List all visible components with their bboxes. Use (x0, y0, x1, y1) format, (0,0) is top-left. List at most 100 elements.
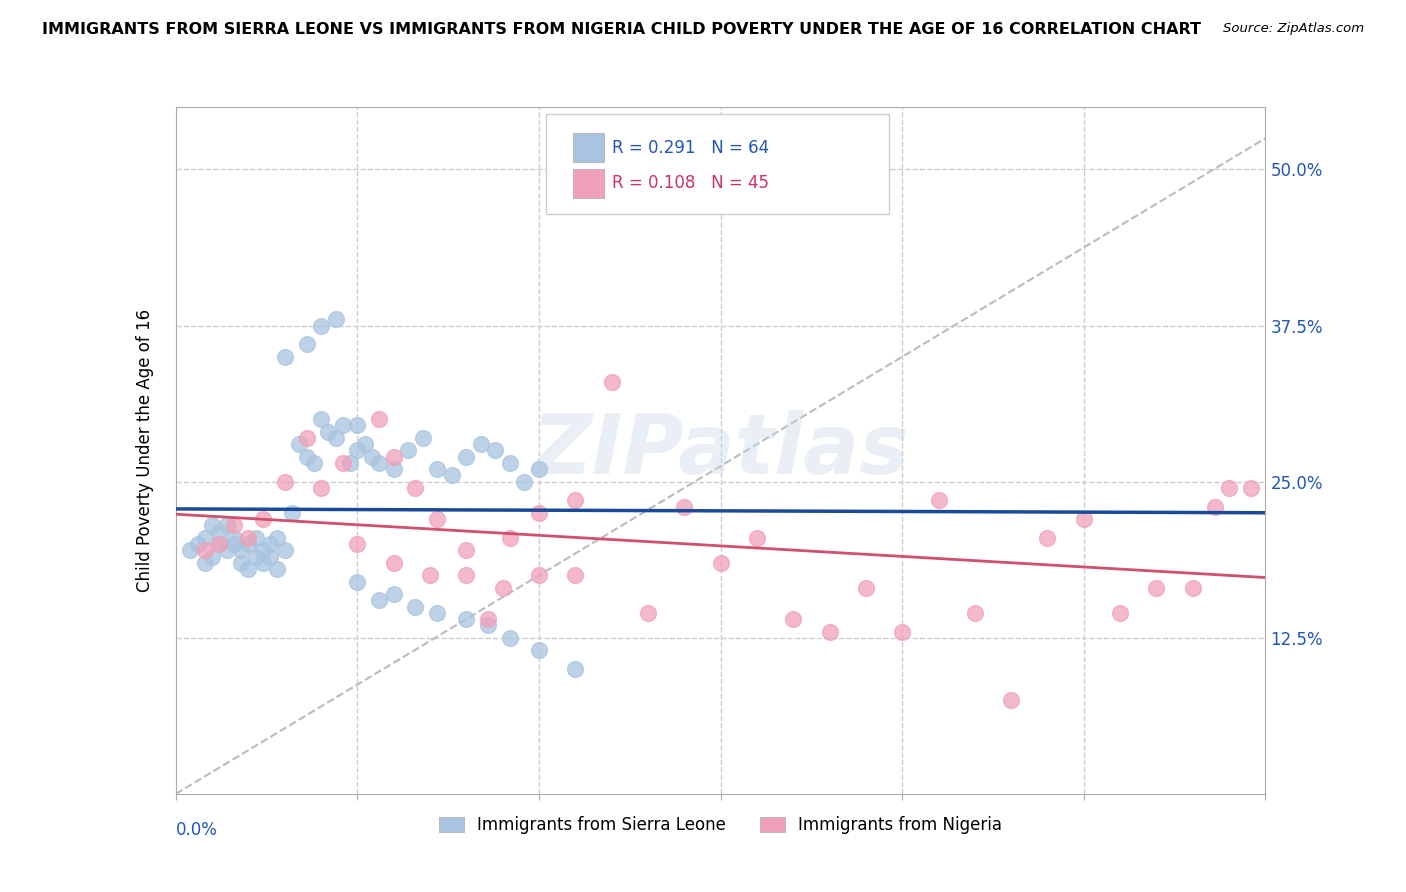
Point (259, 537, 281, 551)
Point (332, 456, 354, 470)
Point (513, 475, 536, 489)
Point (252, 556, 274, 570)
Point (266, 531, 288, 545)
Point (295, 450, 318, 464)
Point (339, 456, 361, 470)
Point (492, 581, 515, 595)
Point (309, 318, 332, 333)
Legend: Immigrants from Sierra Leone, Immigrants from Nigeria: Immigrants from Sierra Leone, Immigrants… (433, 809, 1008, 840)
Point (194, 531, 217, 545)
Point (238, 531, 260, 545)
Point (470, 437, 492, 451)
Point (215, 518, 238, 533)
Point (309, 412, 332, 426)
Point (208, 537, 231, 551)
Point (412, 431, 434, 445)
FancyBboxPatch shape (546, 114, 890, 213)
Point (963, 606, 986, 620)
Point (1240, 481, 1263, 495)
Point (194, 556, 217, 570)
Text: IMMIGRANTS FROM SIERRA LEONE VS IMMIGRANTS FROM NIGERIA CHILD POVERTY UNDER THE : IMMIGRANTS FROM SIERRA LEONE VS IMMIGRAN… (42, 22, 1201, 37)
Point (440, 468, 463, 483)
Point (238, 562, 260, 576)
Point (368, 456, 391, 470)
Point (346, 418, 368, 433)
Point (600, 375, 623, 389)
Point (179, 543, 201, 558)
Point (419, 568, 441, 582)
Point (527, 643, 550, 657)
Point (1073, 512, 1095, 526)
Point (564, 493, 586, 508)
Y-axis label: Child Poverty Under the Age of 16: Child Poverty Under the Age of 16 (136, 309, 155, 592)
Point (222, 531, 245, 545)
Point (527, 506, 550, 520)
Point (302, 456, 325, 470)
Point (499, 631, 522, 645)
Point (295, 337, 318, 351)
Point (405, 599, 427, 614)
Point (564, 568, 586, 582)
Bar (574, 169, 605, 198)
Point (928, 493, 950, 508)
Point (710, 556, 733, 570)
Point (456, 612, 478, 626)
Point (818, 624, 841, 639)
Point (891, 624, 914, 639)
Point (274, 475, 297, 489)
Point (527, 568, 550, 582)
Point (382, 587, 405, 601)
Point (274, 350, 297, 364)
Point (309, 481, 332, 495)
Point (1218, 481, 1240, 495)
Point (396, 443, 419, 458)
Point (295, 431, 318, 445)
Point (346, 537, 368, 551)
Text: R = 0.108   N = 45: R = 0.108 N = 45 (612, 174, 769, 193)
Point (673, 500, 696, 514)
Point (281, 506, 304, 520)
Point (1204, 500, 1226, 514)
Point (231, 543, 253, 558)
Point (208, 524, 231, 539)
Point (1109, 606, 1132, 620)
Point (456, 568, 478, 582)
Point (1181, 581, 1204, 595)
Text: 0.0%: 0.0% (176, 822, 218, 839)
Point (245, 531, 267, 545)
Point (456, 450, 478, 464)
Text: ZIPatlas: ZIPatlas (531, 410, 910, 491)
Point (252, 512, 274, 526)
Point (231, 556, 253, 570)
Point (456, 543, 478, 558)
Point (252, 543, 274, 558)
Point (484, 443, 506, 458)
Point (245, 549, 267, 564)
Point (346, 574, 368, 589)
Point (201, 518, 224, 533)
Point (499, 531, 522, 545)
Point (405, 481, 427, 495)
Point (332, 418, 354, 433)
Point (382, 556, 405, 570)
Point (382, 450, 405, 464)
Point (346, 443, 368, 458)
Point (426, 512, 449, 526)
Point (382, 462, 405, 476)
Point (564, 662, 586, 676)
Point (637, 606, 659, 620)
Point (288, 437, 311, 451)
Point (499, 456, 522, 470)
Point (266, 562, 288, 576)
Point (325, 431, 347, 445)
Point (238, 537, 260, 551)
Point (274, 543, 297, 558)
Point (1000, 693, 1022, 707)
Point (201, 549, 224, 564)
Point (527, 462, 550, 476)
Point (325, 312, 347, 326)
Point (368, 412, 391, 426)
Point (353, 437, 375, 451)
Point (222, 518, 245, 533)
Point (318, 425, 340, 439)
